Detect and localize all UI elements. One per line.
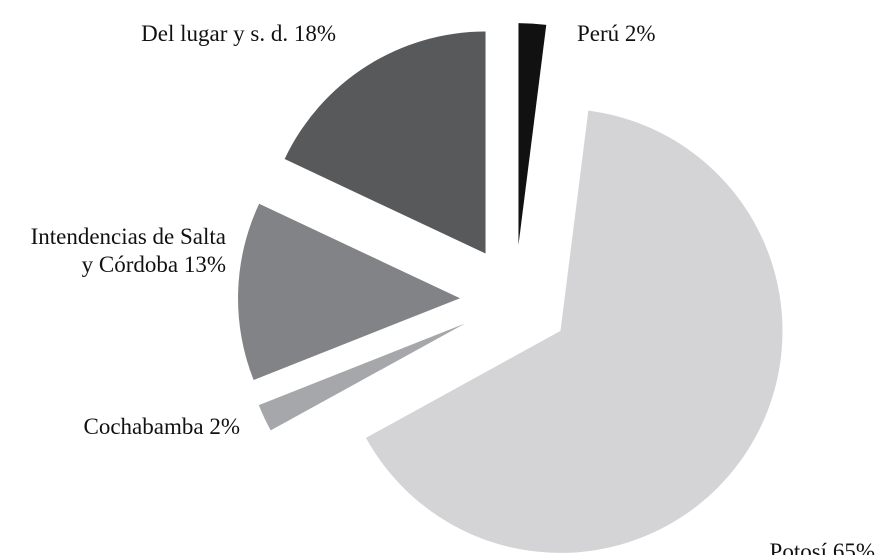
value-label: 2% — [209, 414, 240, 439]
value-label: 65% — [832, 539, 875, 555]
value-label: 13% — [183, 252, 226, 277]
value-label: 2% — [624, 21, 656, 46]
pie-slice — [365, 110, 783, 553]
pie-slice — [258, 323, 466, 431]
pie-slice — [518, 23, 547, 246]
category-label: Perú — [577, 21, 620, 46]
slice-label: Del lugar y s. d. 18% — [60, 20, 336, 48]
category-label: Intendencias de Salta y Córdoba — [30, 224, 226, 277]
slice-label: Potosí 65% — [700, 538, 875, 555]
slice-label: Perú 2% — [577, 20, 697, 48]
category-label: Del lugar y s. d. — [141, 21, 289, 46]
category-label: Cochabamba — [83, 414, 204, 439]
slice-label: Cochabamba 2% — [20, 413, 241, 441]
value-label: 18% — [293, 21, 336, 46]
pie-slice — [238, 203, 461, 380]
pie-slice — [284, 31, 486, 254]
slice-label: Intendencias de Salta y Córdoba 13% — [21, 223, 226, 279]
category-label: Potosí — [769, 539, 828, 555]
